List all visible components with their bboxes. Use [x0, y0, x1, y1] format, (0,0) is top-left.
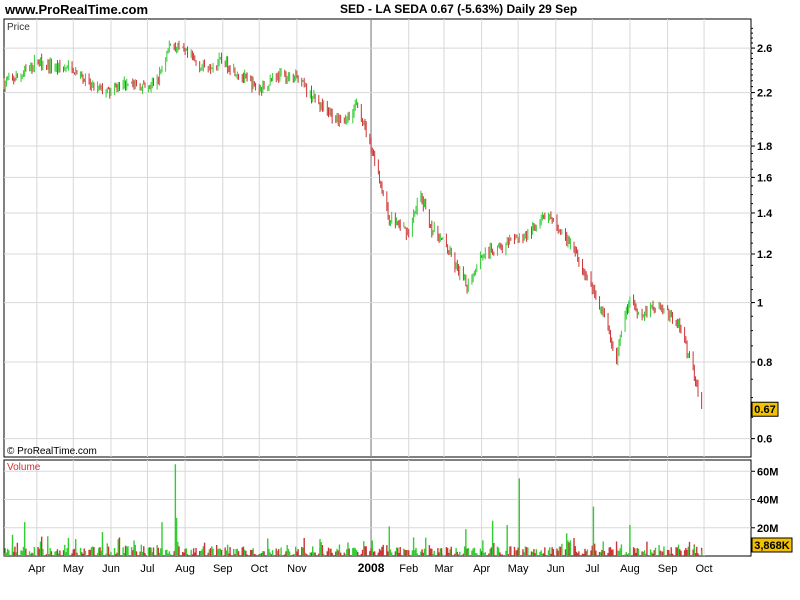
- y-tick-label: 0.8: [757, 357, 772, 369]
- vol-tick-label: 40M: [757, 495, 778, 507]
- y-tick-label: 2.2: [757, 88, 772, 100]
- volume-panel: [3, 459, 752, 557]
- y-tick-label: 1.4: [757, 208, 773, 220]
- last-volume-label: 3,868K: [754, 540, 790, 552]
- x-tick-label: Jun: [547, 563, 565, 575]
- y-tick-label: 0.6: [757, 434, 772, 446]
- last-price-badge: [751, 401, 779, 417]
- y-tick-label: 1.2: [757, 249, 772, 261]
- symbol-line: SED - LA SEDA 0.67 (-5.63%) Daily 29 Sep: [340, 2, 578, 16]
- x-tick-label: Jun: [102, 563, 120, 575]
- x-tick-label: Nov: [287, 563, 307, 575]
- x-tick-label: Feb: [399, 563, 418, 575]
- vol-tick-label: 60M: [757, 466, 778, 478]
- x-tick-label: May: [508, 563, 529, 575]
- y-tick-label: 1.8: [757, 141, 772, 153]
- x-tick-label: Oct: [695, 563, 712, 575]
- watermark: © ProRealTime.com: [7, 446, 97, 457]
- x-tick-label: Jul: [140, 563, 154, 575]
- y-tick-label: 1: [757, 298, 763, 310]
- x-tick-label: May: [63, 563, 84, 575]
- site-name[interactable]: www.ProRealTime.com: [5, 2, 149, 17]
- x-tick-label: Apr: [28, 563, 45, 575]
- y-tick-label: 2.6: [757, 43, 772, 55]
- x-tick-label: Aug: [620, 563, 640, 575]
- x-tick-label: Oct: [251, 563, 268, 575]
- price-panel: [3, 18, 752, 458]
- y-tick-label: 1.6: [757, 172, 772, 184]
- vol-tick-label: 20M: [757, 523, 778, 535]
- x-tick-label: Sep: [213, 563, 233, 575]
- x-tick-label: Aug: [175, 563, 195, 575]
- last-volume-badge: [751, 537, 793, 553]
- volume-panel-label: Volume: [7, 462, 41, 473]
- x-tick-label: Jul: [585, 563, 599, 575]
- x-tick-label: 2008: [358, 561, 385, 575]
- chart-header: www.ProRealTime.com SED - LA SEDA 0.67 (…: [0, 0, 800, 18]
- x-tick-label: Apr: [473, 563, 490, 575]
- x-tick-label: Mar: [434, 563, 453, 575]
- x-tick-label: Sep: [658, 563, 678, 575]
- last-price-label: 0.67: [754, 404, 775, 416]
- price-panel-label: Price: [7, 22, 30, 33]
